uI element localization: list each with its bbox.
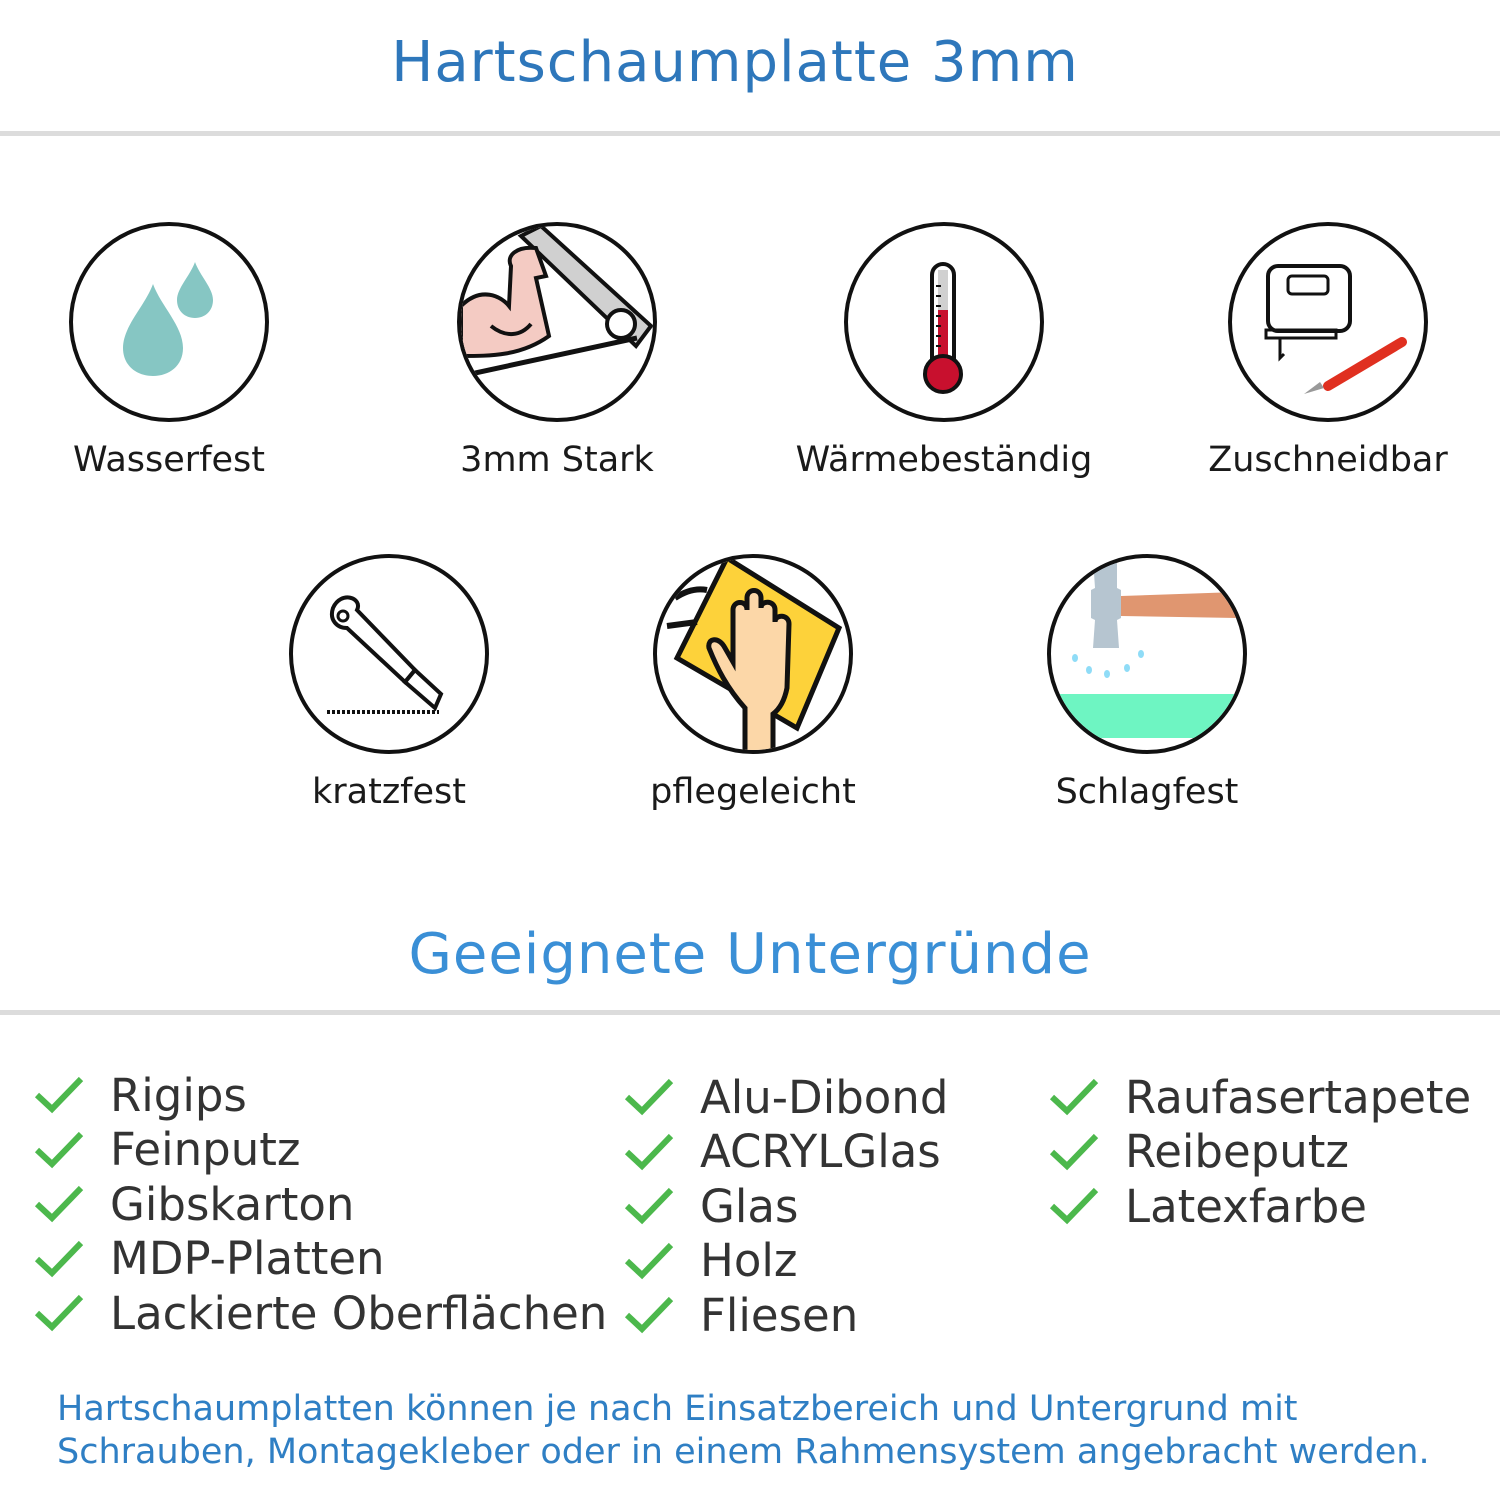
feature-heat-resistant: Wärmebeständig — [744, 222, 1144, 480]
checkmark-icon — [624, 1297, 674, 1334]
feature-label: 3mm Stark — [460, 440, 654, 480]
surface-label: Holz — [700, 1234, 798, 1288]
hand-sponge-icon — [666, 558, 843, 750]
checkmark-icon — [624, 1242, 674, 1279]
surface-label: Latexfarbe — [1125, 1179, 1367, 1233]
divider — [0, 1010, 1500, 1015]
surfaces-column-1: Rigips Feinputz Gibskarton MDP-Platten Lacki… — [34, 1068, 607, 1341]
surface-item: Rigips — [34, 1068, 607, 1123]
jigsaw-cutter-icon — [1264, 264, 1407, 394]
surface-label: Lackierte Oberflächen — [110, 1286, 608, 1340]
surface-item: Raufasertapete — [1049, 1070, 1471, 1125]
surface-label: MDP-Platten — [110, 1232, 385, 1286]
surfaces-column-2: Alu-Dibond ACRYLGlas Glas Holz Fliesen — [624, 1070, 948, 1343]
footer-line: Hartschaumplatten können je nach Einsatz… — [57, 1389, 1298, 1429]
section-heading: Geeignete Untergründe — [408, 922, 1092, 987]
feature-easy-care: pflegeleicht — [553, 554, 953, 812]
feature-label: Wärmebeständig — [795, 440, 1093, 480]
thermometer-icon — [923, 262, 963, 394]
feature-label: kratzfest — [311, 772, 466, 812]
surface-item: Glas — [624, 1179, 948, 1234]
checkmark-icon — [624, 1079, 674, 1116]
checkmark-icon — [34, 1186, 84, 1223]
surface-label: Rigips — [110, 1068, 247, 1122]
feature-label: Zuschneidbar — [1208, 440, 1448, 480]
checkmark-icon — [1049, 1188, 1099, 1225]
checkmark-icon — [624, 1188, 674, 1225]
feature-cuttable: Zuschneidbar — [1128, 222, 1500, 480]
surface-label: ACRYLGlas — [700, 1125, 941, 1179]
surface-item: Latexfarbe — [1049, 1179, 1471, 1234]
checkmark-icon — [34, 1240, 84, 1277]
surface-label: Gibskarton — [110, 1177, 355, 1231]
surface-item: Fliesen — [624, 1288, 948, 1343]
surface-label: Reibeputz — [1125, 1125, 1350, 1179]
surface-item: Alu-Dibond — [624, 1070, 948, 1125]
surface-label: Alu-Dibond — [700, 1070, 949, 1124]
strong-arm-icon — [461, 226, 653, 379]
checkmark-icon — [624, 1133, 674, 1170]
surface-item: Feinputz — [34, 1123, 607, 1178]
surface-item: Reibeputz — [1049, 1125, 1471, 1180]
divider — [0, 131, 1500, 136]
hammer-icon — [1051, 558, 1243, 738]
feature-label: Wasserfest — [72, 440, 266, 480]
surface-item: Lackierte Oberflächen — [34, 1286, 607, 1341]
footer-line: Schrauben, Montagekleber oder in einem R… — [57, 1432, 1430, 1472]
box-cutter-icon — [327, 595, 444, 714]
surface-label: Feinputz — [110, 1123, 301, 1177]
surface-item: Gibskarton — [34, 1177, 607, 1232]
surface-label: Fliesen — [700, 1288, 859, 1342]
surface-item: ACRYLGlas — [624, 1125, 948, 1180]
checkmark-icon — [1049, 1133, 1099, 1170]
footer-note: Hartschaumplatten können je nach Einsatz… — [57, 1388, 1430, 1474]
checkmark-icon — [34, 1295, 84, 1332]
feature-waterproof: Wasserfest — [0, 222, 369, 480]
surface-label: Raufasertapete — [1125, 1070, 1472, 1124]
feature-scratch-resistant: kratzfest — [189, 554, 589, 812]
checkmark-icon — [34, 1077, 84, 1114]
feature-thickness: 3mm Stark — [357, 222, 757, 480]
surface-label: Glas — [700, 1179, 799, 1233]
feature-label: pflegeleicht — [650, 772, 856, 812]
surface-item: MDP-Platten — [34, 1232, 607, 1287]
feature-label: Schlagfest — [1055, 772, 1239, 812]
page-title: Hartschaumplatte 3mm — [391, 30, 1079, 95]
water-drops-icon — [123, 262, 213, 376]
surface-item: Holz — [624, 1234, 948, 1289]
feature-impact-resistant: Schlagfest — [947, 554, 1347, 812]
checkmark-icon — [1049, 1079, 1099, 1116]
surfaces-column-3: Raufasertapete Reibeputz Latexfarbe — [1049, 1070, 1471, 1234]
checkmark-icon — [34, 1131, 84, 1168]
